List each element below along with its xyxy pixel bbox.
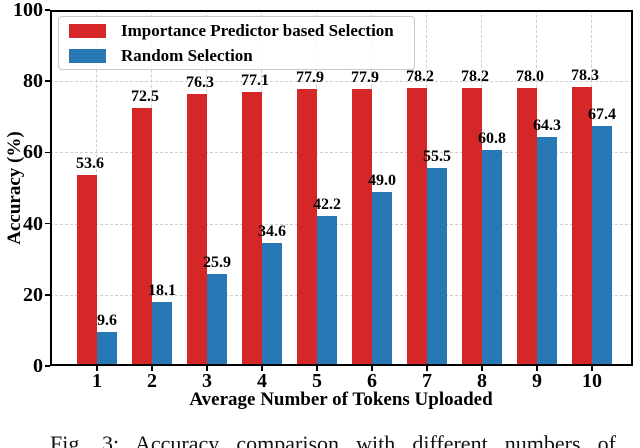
bar-blue-5 — [317, 215, 337, 366]
y-tick-label-100: 100 — [13, 0, 43, 21]
y-tick-mark-20 — [45, 294, 50, 296]
bar-red-8 — [462, 87, 482, 366]
y-tick-label-80: 80 — [23, 70, 43, 93]
value-label-blue-2: 18.1 — [148, 281, 176, 299]
bar-red-9 — [517, 88, 537, 366]
y-tick-label-60: 60 — [23, 141, 43, 164]
figure-caption: Fig. 3: Accuracy comparison with differe… — [50, 431, 616, 448]
grid-line-horizontal-60 — [50, 152, 633, 154]
x-tick-label-7: 7 — [422, 370, 432, 392]
x-tick-mark-5 — [316, 366, 318, 371]
value-label-red-7: 78.2 — [406, 67, 434, 85]
bar-red-6 — [352, 88, 372, 366]
x-tick-label-6: 6 — [367, 370, 377, 392]
value-label-blue-1: 9.6 — [97, 311, 117, 329]
bar-blue-2 — [152, 301, 172, 366]
legend: Importance Predictor based Selection Ran… — [58, 16, 415, 70]
x-tick-label-5: 5 — [312, 370, 322, 392]
value-label-red-10: 78.3 — [571, 67, 599, 85]
x-tick-label-4: 4 — [257, 370, 267, 392]
value-label-blue-3: 25.9 — [203, 253, 231, 271]
grid-line-horizontal-20 — [50, 294, 633, 296]
x-tick-label-1: 1 — [92, 370, 102, 392]
bar-red-2 — [132, 107, 152, 366]
value-label-red-9: 78.0 — [516, 68, 544, 86]
x-tick-mark-6 — [371, 366, 373, 371]
value-label-red-8: 78.2 — [461, 67, 489, 85]
value-label-blue-5: 42.2 — [313, 195, 341, 213]
value-label-red-4: 77.1 — [241, 71, 269, 89]
bar-red-5 — [297, 88, 317, 366]
x-tick-mark-2 — [151, 366, 153, 371]
legend-swatch-blue — [69, 48, 106, 63]
x-tick-mark-4 — [261, 366, 263, 371]
bar-blue-4 — [262, 242, 282, 366]
y-tick-mark-80 — [45, 80, 50, 82]
y-tick-label-40: 40 — [23, 212, 43, 235]
x-tick-mark-3 — [206, 366, 208, 371]
plot-area: Importance Predictor based Selection Ran… — [50, 10, 633, 366]
value-label-blue-10: 67.4 — [588, 106, 616, 124]
legend-label: Importance Predictor based Selection — [121, 21, 394, 40]
grid-line-horizontal-80 — [50, 81, 633, 83]
y-tick-mark-0 — [45, 365, 50, 367]
value-label-blue-7: 55.5 — [423, 148, 451, 166]
bar-blue-7 — [427, 168, 447, 366]
bar-red-1 — [77, 175, 97, 366]
value-label-red-6: 77.9 — [351, 68, 379, 86]
legend-label: Random Selection — [121, 46, 253, 65]
x-tick-mark-9 — [536, 366, 538, 371]
x-tick-label-9: 9 — [532, 370, 542, 392]
value-label-blue-9: 64.3 — [533, 117, 561, 135]
bar-blue-1 — [97, 331, 117, 366]
value-label-blue-6: 49.0 — [368, 171, 396, 189]
x-tick-label-2: 2 — [147, 370, 157, 392]
bar-blue-9 — [537, 137, 557, 366]
legend-item-importance-predictor: Importance Predictor based Selection — [69, 21, 414, 40]
value-label-red-5: 77.9 — [296, 68, 324, 86]
y-tick-label-20: 20 — [23, 283, 43, 306]
bar-red-10 — [572, 87, 592, 366]
x-tick-mark-7 — [426, 366, 428, 371]
x-tick-mark-1 — [96, 366, 98, 371]
x-tick-mark-8 — [481, 366, 483, 371]
value-label-blue-4: 34.6 — [258, 222, 286, 240]
value-label-red-1: 53.6 — [76, 155, 104, 173]
x-tick-mark-10 — [591, 366, 593, 371]
bar-red-4 — [242, 91, 262, 366]
y-tick-mark-60 — [45, 151, 50, 154]
value-label-blue-8: 60.8 — [478, 129, 506, 147]
bar-red-7 — [407, 87, 427, 366]
legend-swatch-red — [69, 23, 106, 38]
y-tick-label-0: 0 — [33, 355, 43, 377]
y-tick-mark-40 — [45, 222, 50, 225]
y-tick-mark-100 — [45, 9, 50, 11]
bar-blue-3 — [207, 273, 227, 366]
bar-blue-6 — [372, 191, 392, 366]
x-tick-label-8: 8 — [477, 370, 487, 392]
grid-line-horizontal-40 — [50, 223, 633, 225]
x-tick-label-10: 10 — [582, 370, 602, 392]
x-axis-label: Average Number of Tokens Uploaded — [189, 389, 493, 410]
bar-red-3 — [187, 94, 207, 366]
value-label-red-3: 76.3 — [186, 74, 214, 92]
bar-blue-10 — [592, 126, 612, 366]
value-label-red-2: 72.5 — [131, 87, 159, 105]
x-tick-label-3: 3 — [202, 370, 212, 392]
legend-item-random-selection: Random Selection — [69, 46, 414, 65]
bar-blue-8 — [482, 149, 502, 366]
